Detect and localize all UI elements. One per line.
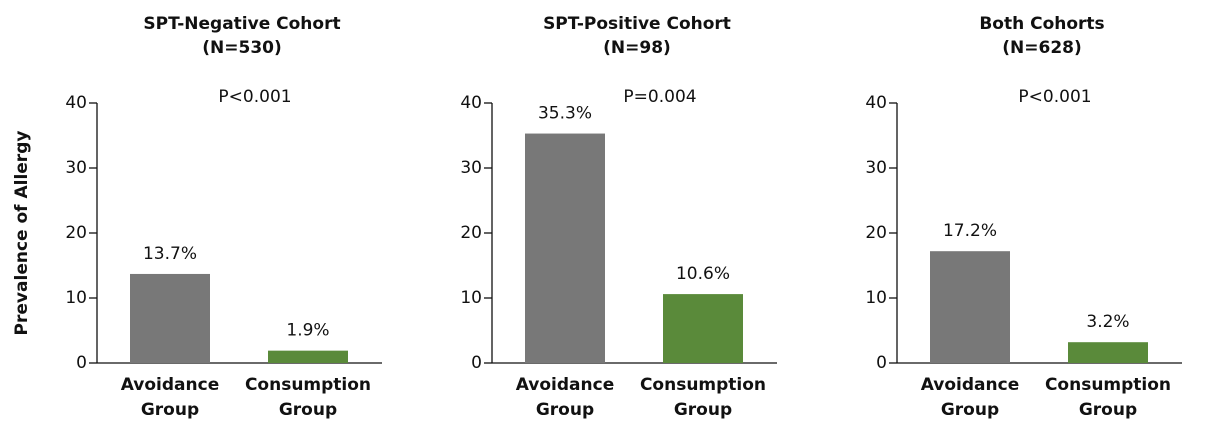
label-line: Group bbox=[536, 400, 594, 420]
y-tick-label: 40 bbox=[460, 93, 482, 113]
bar bbox=[1068, 342, 1148, 363]
x-tick-label: Consumption Group bbox=[245, 375, 371, 420]
y-tick-label: 40 bbox=[65, 93, 87, 113]
x-tick-label: Consumption Group bbox=[640, 375, 766, 420]
chart-title: Both Cohorts bbox=[979, 14, 1104, 34]
y-axis-label: Prevalence of Allergy bbox=[12, 131, 32, 336]
x-tick-label: Avoidance Group bbox=[516, 375, 615, 420]
label-line: Consumption bbox=[640, 375, 766, 395]
y-tick-label: 0 bbox=[76, 353, 87, 373]
label-line: Consumption bbox=[245, 375, 371, 395]
value-label: 13.7% bbox=[143, 244, 197, 264]
y-tick-label: 20 bbox=[865, 223, 887, 243]
y-tick-label: 30 bbox=[460, 158, 482, 178]
bar bbox=[525, 133, 605, 363]
y-tick-label: 0 bbox=[876, 353, 887, 373]
bar bbox=[268, 350, 348, 363]
value-label: 10.6% bbox=[676, 264, 730, 284]
y-tick-label: 20 bbox=[460, 223, 482, 243]
y-tick-label: 10 bbox=[65, 288, 87, 308]
value-label: 3.2% bbox=[1086, 312, 1129, 332]
annotation: P<0.001 bbox=[218, 87, 291, 107]
label-line: Group bbox=[1079, 400, 1137, 420]
bar bbox=[930, 251, 1010, 363]
x-tick-label: Avoidance Group bbox=[921, 375, 1020, 420]
x-tick-label: Avoidance Group bbox=[121, 375, 220, 420]
bar bbox=[130, 273, 210, 363]
value-label: 1.9% bbox=[286, 321, 329, 341]
label-line: Consumption bbox=[1045, 375, 1171, 395]
y-tick-label: 30 bbox=[865, 158, 887, 178]
label-line: Group bbox=[941, 400, 999, 420]
y-tick-label: 0 bbox=[471, 353, 482, 373]
label-line: Avoidance bbox=[516, 375, 615, 395]
y-tick-label: 10 bbox=[460, 288, 482, 308]
bar bbox=[663, 294, 743, 363]
chart-title: SPT-Negative Cohort bbox=[143, 14, 340, 34]
value-label: 35.3% bbox=[538, 104, 592, 124]
chart-subtitle: (N=530) bbox=[202, 38, 282, 58]
chart-subtitle: (N=98) bbox=[603, 38, 671, 58]
label-line: Group bbox=[279, 400, 337, 420]
chart-title: SPT-Positive Cohort bbox=[543, 14, 731, 34]
x-tick-label: Consumption Group bbox=[1045, 375, 1171, 420]
annotation: P=0.004 bbox=[623, 87, 696, 107]
y-tick-label: 40 bbox=[865, 93, 887, 113]
y-tick-label: 30 bbox=[65, 158, 87, 178]
chart-subtitle: (N=628) bbox=[1002, 38, 1082, 58]
annotation: P<0.001 bbox=[1018, 87, 1091, 107]
label-line: Avoidance bbox=[921, 375, 1020, 395]
value-label: 17.2% bbox=[943, 221, 997, 241]
label-line: Group bbox=[674, 400, 732, 420]
y-tick-label: 20 bbox=[65, 223, 87, 243]
label-line: Group bbox=[141, 400, 199, 420]
y-tick-label: 10 bbox=[865, 288, 887, 308]
label-line: Avoidance bbox=[121, 375, 220, 395]
